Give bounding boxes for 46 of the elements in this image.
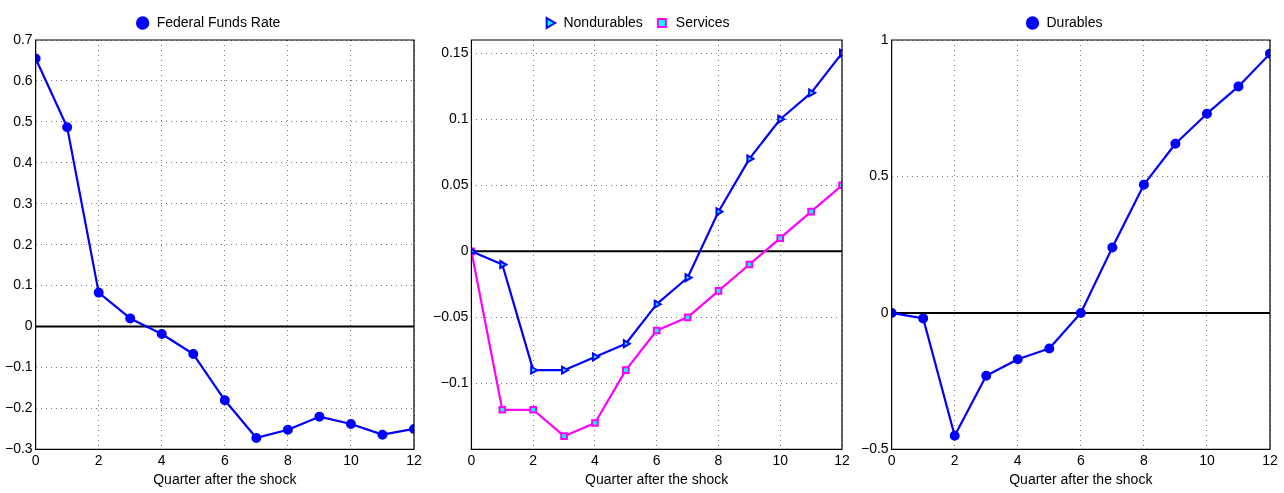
x-tick-label: 2 (950, 451, 959, 468)
x-tick-label: 10 (1199, 451, 1215, 468)
x-tick-label: 8 (283, 451, 292, 468)
x-tick-label: 12 (834, 451, 850, 468)
x-tick-label: 12 (1262, 451, 1278, 468)
legend-label: Durables (1046, 13, 1103, 30)
x-tick-label: 4 (591, 451, 600, 468)
y-tick-label: −0.2 (5, 399, 33, 416)
x-tick-label: 4 (157, 451, 166, 468)
legend-label: Services (675, 13, 730, 30)
y-tick-label: 0.6 (13, 71, 33, 88)
x-tick-label: 4 (1013, 451, 1022, 468)
x-tick-label: 10 (772, 451, 789, 468)
y-tick-label: 0.15 (441, 44, 469, 61)
x-axis-title: Quarter after the shock (1009, 471, 1154, 488)
y-tick-label: −0.1 (440, 374, 469, 391)
x-tick-label: 12 (406, 451, 422, 468)
y-tick-label: 0.2 (13, 235, 33, 252)
y-tick-label: −0.1 (5, 358, 33, 375)
y-tick-label: −0.3 (5, 440, 33, 457)
y-tick-label: −0.5 (861, 440, 889, 457)
y-tick-label: 0.3 (13, 194, 33, 211)
y-tick-label: 0 (460, 242, 469, 259)
y-tick-label: 0.1 (13, 276, 33, 293)
x-tick-label: 2 (94, 451, 103, 468)
x-tick-label: 2 (529, 451, 538, 468)
y-tick-label: 0.05 (441, 176, 469, 193)
y-tick-label: 0.1 (448, 110, 469, 127)
x-tick-label: 8 (714, 451, 723, 468)
x-tick-label: 8 (1139, 451, 1148, 468)
y-tick-label: −0.05 (432, 308, 469, 325)
y-tick-label: 0.5 (13, 112, 33, 129)
y-tick-label: 0 (880, 303, 889, 320)
y-tick-label: 0.7 (13, 30, 33, 47)
x-tick-label: 6 (220, 451, 229, 468)
legend-label: Nondurables (563, 13, 643, 30)
y-tick-label: 0.5 (869, 167, 889, 184)
legend-label: Federal Funds Rate (156, 13, 281, 30)
y-tick-label: 1 (880, 30, 889, 47)
y-tick-label: 0 (24, 317, 33, 334)
x-tick-label: 10 (343, 451, 359, 468)
x-tick-label: 6 (652, 451, 661, 468)
x-axis-title: Quarter after the shock (585, 471, 730, 488)
x-axis-title: Quarter after the shock (153, 471, 298, 488)
y-tick-label: 0.4 (13, 153, 33, 170)
x-tick-label: 6 (1076, 451, 1085, 468)
